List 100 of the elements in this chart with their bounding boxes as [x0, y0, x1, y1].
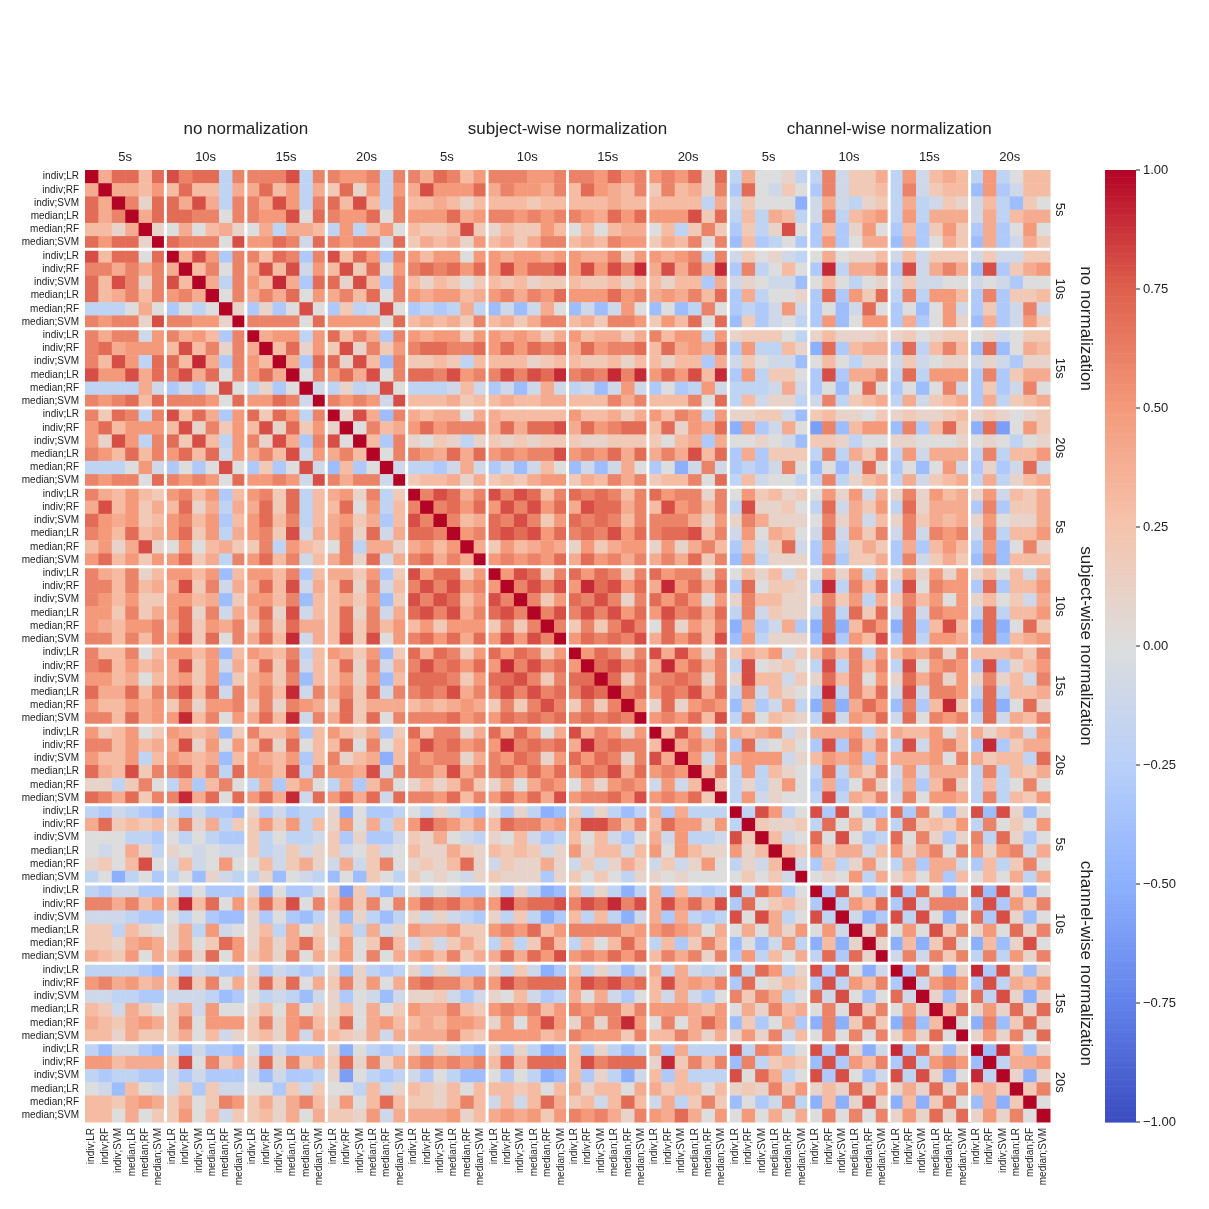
x-tick-label: median;RF: [541, 1128, 553, 1177]
x-tick-label: median;LR: [608, 1128, 620, 1177]
text: channel-wise normalization: [1077, 860, 1097, 1066]
y-tick-label: indiv;LR: [42, 408, 79, 420]
x-tick-label: median;LR: [286, 1128, 298, 1177]
color-bar-label: 1.00: [1143, 161, 1169, 177]
y-tick-label: indiv;SVM: [33, 752, 79, 764]
text: 10s: [516, 148, 539, 164]
text: 20s: [677, 148, 700, 164]
x-tick-label: median;RF: [943, 1128, 955, 1177]
y-tick-label: median;SVM: [21, 1109, 79, 1121]
x-tick-label: median;LR: [527, 1128, 539, 1177]
y-tick-label: indiv;RF: [42, 818, 79, 830]
text: 5s: [1053, 202, 1069, 218]
y-tick-label: indiv;SVM: [33, 831, 79, 843]
x-tick-label: indiv;RF: [903, 1128, 915, 1165]
x-tick-label: median;SVM: [474, 1128, 486, 1186]
x-tick-label: median;LR: [125, 1128, 137, 1177]
x-tick-label: median;SVM: [876, 1128, 888, 1186]
y-tick-label: indiv;RF: [42, 897, 79, 909]
x-tick-label: indiv;SVM: [353, 1128, 365, 1174]
y-tick-label: median;SVM: [21, 395, 79, 407]
x-tick-label: median;LR: [768, 1128, 780, 1177]
text: subject-wise normalization: [1077, 546, 1097, 746]
x-tick-label: indiv;SVM: [675, 1128, 687, 1174]
text: 15s: [1053, 357, 1069, 380]
x-tick-label: median;SVM: [634, 1128, 646, 1186]
y-tick-label: indiv;RF: [42, 659, 79, 671]
color-bar-label: 0.50: [1143, 399, 1169, 415]
x-tick-label: median;RF: [782, 1128, 794, 1177]
color-bar-label: −1.00: [1143, 1113, 1176, 1129]
y-tick-label: indiv;LR: [42, 567, 79, 579]
y-tick-label: median;RF: [30, 619, 79, 631]
y-tick-label: indiv;LR: [42, 487, 79, 499]
y-tick-label: median;LR: [30, 844, 79, 856]
y-tick-label: median;LR: [30, 1082, 79, 1094]
text: no normalization: [183, 118, 309, 138]
y-tick-label: indiv;RF: [42, 738, 79, 750]
y-tick-label: median;LR: [30, 527, 79, 539]
x-tick-label: indiv;LR: [407, 1128, 419, 1165]
color-bar-label: −0.25: [1143, 756, 1176, 772]
y-tick-label: median;SVM: [21, 791, 79, 803]
x-tick-label: median;SVM: [554, 1128, 566, 1186]
y-tick-label: median;RF: [30, 540, 79, 552]
y-tick-label: indiv;LR: [42, 170, 79, 182]
y-tick-label: median;RF: [30, 1016, 79, 1028]
y-tick-label: indiv;LR: [42, 963, 79, 975]
x-tick-label: indiv;RF: [822, 1128, 834, 1165]
y-tick-label: indiv;SVM: [33, 672, 79, 684]
x-tick-label: indiv;SVM: [755, 1128, 767, 1174]
y-tick-label: indiv;LR: [42, 249, 79, 261]
x-tick-label: median;RF: [139, 1128, 151, 1177]
text: 5s: [440, 148, 455, 164]
text: 10s: [1053, 913, 1069, 935]
y-tick-label: indiv;RF: [42, 976, 79, 988]
x-tick-label: indiv;SVM: [192, 1128, 204, 1174]
x-tick-label: indiv;RF: [581, 1128, 593, 1165]
y-tick-label: median;LR: [30, 765, 79, 777]
y-tick-label: indiv;RF: [42, 500, 79, 512]
y-tick-label: indiv;SVM: [33, 593, 79, 605]
x-tick-label: median;RF: [621, 1128, 633, 1177]
x-tick-label: median;LR: [366, 1128, 378, 1177]
x-tick-label: indiv;RF: [500, 1128, 512, 1165]
text: 5s: [1053, 520, 1069, 535]
y-tick-label: indiv;LR: [42, 1043, 79, 1055]
y-tick-label: indiv;LR: [42, 725, 79, 737]
y-tick-label: indiv;SVM: [33, 434, 79, 446]
x-tick-label: median;SVM: [152, 1128, 164, 1186]
y-tick-label: indiv;RF: [42, 183, 79, 195]
text: 10s: [838, 148, 860, 164]
text: 15s: [1053, 675, 1069, 697]
y-tick-label: median;LR: [30, 606, 79, 618]
x-tick-label: indiv;RF: [259, 1128, 271, 1165]
y-tick-label: indiv;SVM: [33, 196, 79, 208]
x-tick-label: indiv;SVM: [916, 1128, 928, 1174]
x-tick-label: indiv;SVM: [433, 1128, 445, 1174]
y-tick-label: median;RF: [30, 223, 79, 235]
x-tick-label: median;RF: [1023, 1128, 1035, 1177]
x-tick-label: indiv;SVM: [514, 1128, 526, 1174]
y-tick-label: median;RF: [30, 461, 79, 473]
x-tick-label: indiv;LR: [809, 1128, 821, 1165]
text: 10s: [1053, 595, 1069, 618]
text: 15s: [1053, 992, 1069, 1014]
x-tick-label: indiv;LR: [889, 1128, 901, 1165]
y-tick-label: indiv;SVM: [33, 910, 79, 922]
x-tick-label: indiv;RF: [661, 1128, 673, 1165]
y-tick-label: median;RF: [30, 778, 79, 790]
x-tick-label: median;SVM: [795, 1128, 807, 1186]
x-tick-label: median;LR: [447, 1128, 459, 1177]
y-tick-label: median;RF: [30, 857, 79, 869]
text: 20s: [1053, 754, 1069, 776]
x-tick-label: median;RF: [299, 1128, 311, 1177]
y-tick-label: indiv;SVM: [33, 1069, 79, 1081]
x-tick-label: indiv;SVM: [594, 1128, 606, 1174]
text: 20s: [1053, 1071, 1069, 1094]
y-tick-label: median;SVM: [21, 950, 79, 962]
x-tick-label: median;SVM: [715, 1128, 727, 1186]
y-tick-label: indiv;RF: [42, 342, 79, 354]
x-tick-label: indiv;SVM: [112, 1128, 124, 1174]
y-tick-label: median;SVM: [21, 871, 79, 883]
